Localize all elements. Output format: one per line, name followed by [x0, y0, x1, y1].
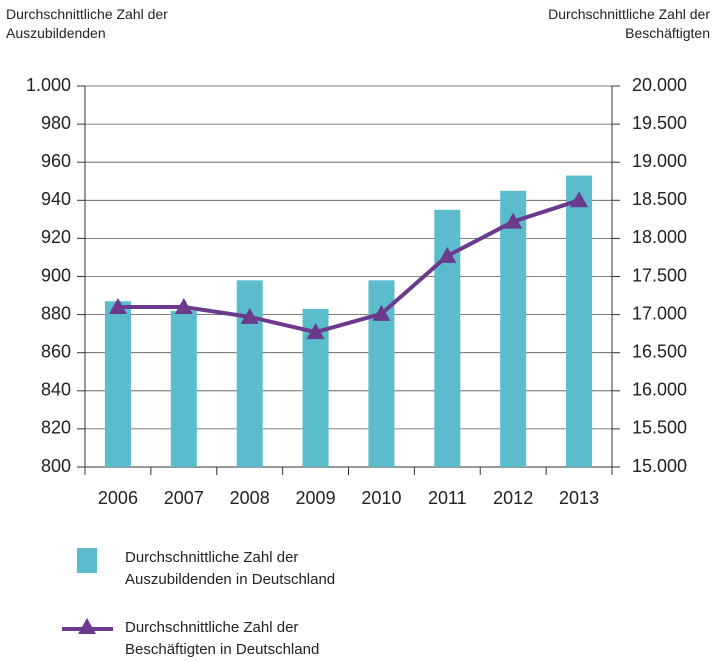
- marker: [306, 323, 325, 340]
- marker: [372, 304, 391, 321]
- legend-label: Durchschnittliche Zahl der Beschäftigten…: [125, 619, 320, 658]
- y2-tick-label: 16.500: [632, 341, 687, 361]
- y-tick-label: 800: [41, 456, 71, 476]
- y2-tick-label: 17.500: [632, 265, 687, 285]
- x-tick-label: 2013: [559, 488, 599, 508]
- marker: [240, 307, 259, 324]
- x-tick-label: 2009: [296, 488, 336, 508]
- bar: [104, 301, 131, 467]
- y2-tick-label: 19.500: [632, 113, 687, 133]
- y2-axis-title: Durchschnittliche Zahl der Beschäftigten: [548, 6, 710, 41]
- y-tick-label: 820: [41, 418, 71, 438]
- y2-tick-label: 16.000: [632, 380, 687, 400]
- legend-swatch: [78, 618, 96, 634]
- x-tick-label: 2007: [164, 488, 204, 508]
- x-tick-label: 2011: [428, 488, 467, 508]
- legend-label: Durchschnittliche Zahl der Auszubildende…: [125, 549, 336, 588]
- y-axis-title: Durchschnittliche Zahl der Auszubildende…: [6, 6, 168, 41]
- y-tick-label: 840: [41, 380, 71, 400]
- bar: [566, 175, 593, 467]
- y-tick-label: 920: [41, 227, 71, 247]
- bar: [170, 310, 197, 467]
- x-tick-label: 2006: [98, 488, 138, 508]
- y2-tick-label: 18.000: [632, 227, 687, 247]
- y2-tick-label: 18.500: [632, 189, 687, 209]
- y2-tick-label: 15.500: [632, 418, 687, 438]
- y-tick-label: 900: [41, 265, 71, 285]
- y2-tick-label: 15.000: [632, 456, 687, 476]
- y-tick-label: 1.000: [26, 75, 71, 95]
- y-tick-label: 860: [41, 341, 71, 361]
- x-tick-label: 2012: [493, 488, 533, 508]
- line: [117, 198, 580, 335]
- marker: [438, 246, 457, 263]
- x-tick-label: 2010: [361, 488, 401, 508]
- legend-swatch: [77, 548, 97, 573]
- y2-tick-label: 19.000: [632, 151, 687, 171]
- marker: [504, 212, 523, 229]
- marker: [108, 297, 127, 314]
- y-tick-label: 980: [41, 113, 71, 133]
- y-tick-label: 940: [41, 189, 71, 209]
- marker: [174, 297, 193, 314]
- y2-tick-label: 17.000: [632, 303, 687, 323]
- bar: [500, 190, 527, 467]
- y-tick-label: 880: [41, 303, 71, 323]
- y2-tick-label: 20.000: [632, 75, 687, 95]
- marker: [570, 191, 589, 208]
- y-tick-label: 960: [41, 151, 71, 171]
- x-tick-label: 2008: [230, 488, 270, 508]
